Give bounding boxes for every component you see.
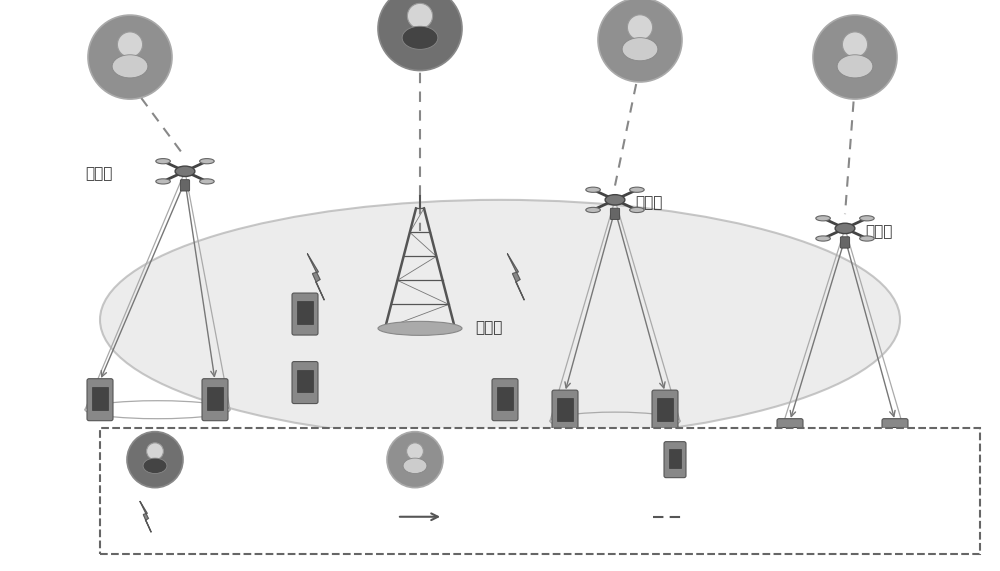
Text: 无人机运营商: 无人机运营商 [450, 452, 505, 467]
Ellipse shape [816, 236, 830, 241]
Text: 宏基站管理器: 宏基站管理器 [190, 452, 245, 467]
FancyBboxPatch shape [180, 180, 190, 191]
Bar [207, 387, 223, 409]
Ellipse shape [378, 321, 462, 335]
Ellipse shape [156, 179, 170, 184]
Ellipse shape [200, 159, 214, 164]
Ellipse shape [100, 200, 900, 440]
FancyBboxPatch shape [882, 419, 908, 461]
Ellipse shape [175, 166, 195, 176]
Bar [669, 449, 681, 468]
Ellipse shape [837, 55, 873, 78]
Bar [887, 427, 903, 449]
Text: 宏基站下行链路: 宏基站下行链路 [173, 509, 237, 524]
Circle shape [627, 15, 653, 40]
FancyBboxPatch shape [492, 379, 518, 421]
Polygon shape [307, 254, 324, 300]
Bar [297, 301, 313, 324]
Ellipse shape [835, 223, 855, 234]
Ellipse shape [605, 195, 625, 205]
FancyBboxPatch shape [840, 237, 850, 248]
Circle shape [407, 443, 423, 460]
Bar [557, 398, 573, 421]
Text: 管理关系: 管理关系 [693, 509, 730, 524]
Ellipse shape [378, 0, 462, 71]
Polygon shape [140, 501, 151, 532]
Ellipse shape [860, 216, 874, 221]
Ellipse shape [630, 187, 644, 192]
FancyBboxPatch shape [292, 361, 318, 404]
Circle shape [147, 443, 163, 460]
Text: 无人机: 无人机 [865, 224, 892, 239]
Text: 无人机: 无人机 [635, 195, 662, 210]
FancyBboxPatch shape [87, 379, 113, 421]
Bar [782, 427, 798, 449]
FancyBboxPatch shape [664, 441, 686, 478]
Ellipse shape [630, 207, 644, 212]
Bar [497, 387, 513, 409]
Text: 移动用户: 移动用户 [693, 452, 730, 467]
Ellipse shape [586, 187, 600, 192]
Bar [657, 398, 673, 421]
Text: 无人机下行链路: 无人机下行链路 [450, 509, 514, 524]
Ellipse shape [586, 207, 600, 212]
Ellipse shape [200, 179, 214, 184]
Text: 无人机: 无人机 [85, 167, 112, 182]
FancyBboxPatch shape [202, 379, 228, 421]
Bar [92, 387, 108, 409]
Ellipse shape [403, 458, 427, 473]
Bar [297, 369, 313, 392]
Ellipse shape [622, 38, 658, 61]
Ellipse shape [387, 432, 443, 488]
Text: 宏基站: 宏基站 [475, 320, 502, 335]
Ellipse shape [156, 159, 170, 164]
FancyBboxPatch shape [100, 428, 980, 554]
Ellipse shape [143, 458, 167, 473]
Ellipse shape [813, 15, 897, 99]
Circle shape [842, 32, 868, 57]
FancyBboxPatch shape [552, 390, 578, 432]
Circle shape [407, 3, 433, 29]
FancyBboxPatch shape [652, 390, 678, 432]
Ellipse shape [112, 55, 148, 78]
Ellipse shape [127, 432, 183, 488]
FancyBboxPatch shape [292, 293, 318, 335]
Circle shape [117, 32, 143, 57]
Ellipse shape [88, 15, 172, 99]
Polygon shape [507, 254, 524, 300]
FancyBboxPatch shape [610, 208, 620, 220]
Ellipse shape [402, 26, 438, 49]
FancyBboxPatch shape [777, 419, 803, 461]
Ellipse shape [816, 216, 830, 221]
Ellipse shape [598, 0, 682, 82]
Ellipse shape [860, 236, 874, 241]
